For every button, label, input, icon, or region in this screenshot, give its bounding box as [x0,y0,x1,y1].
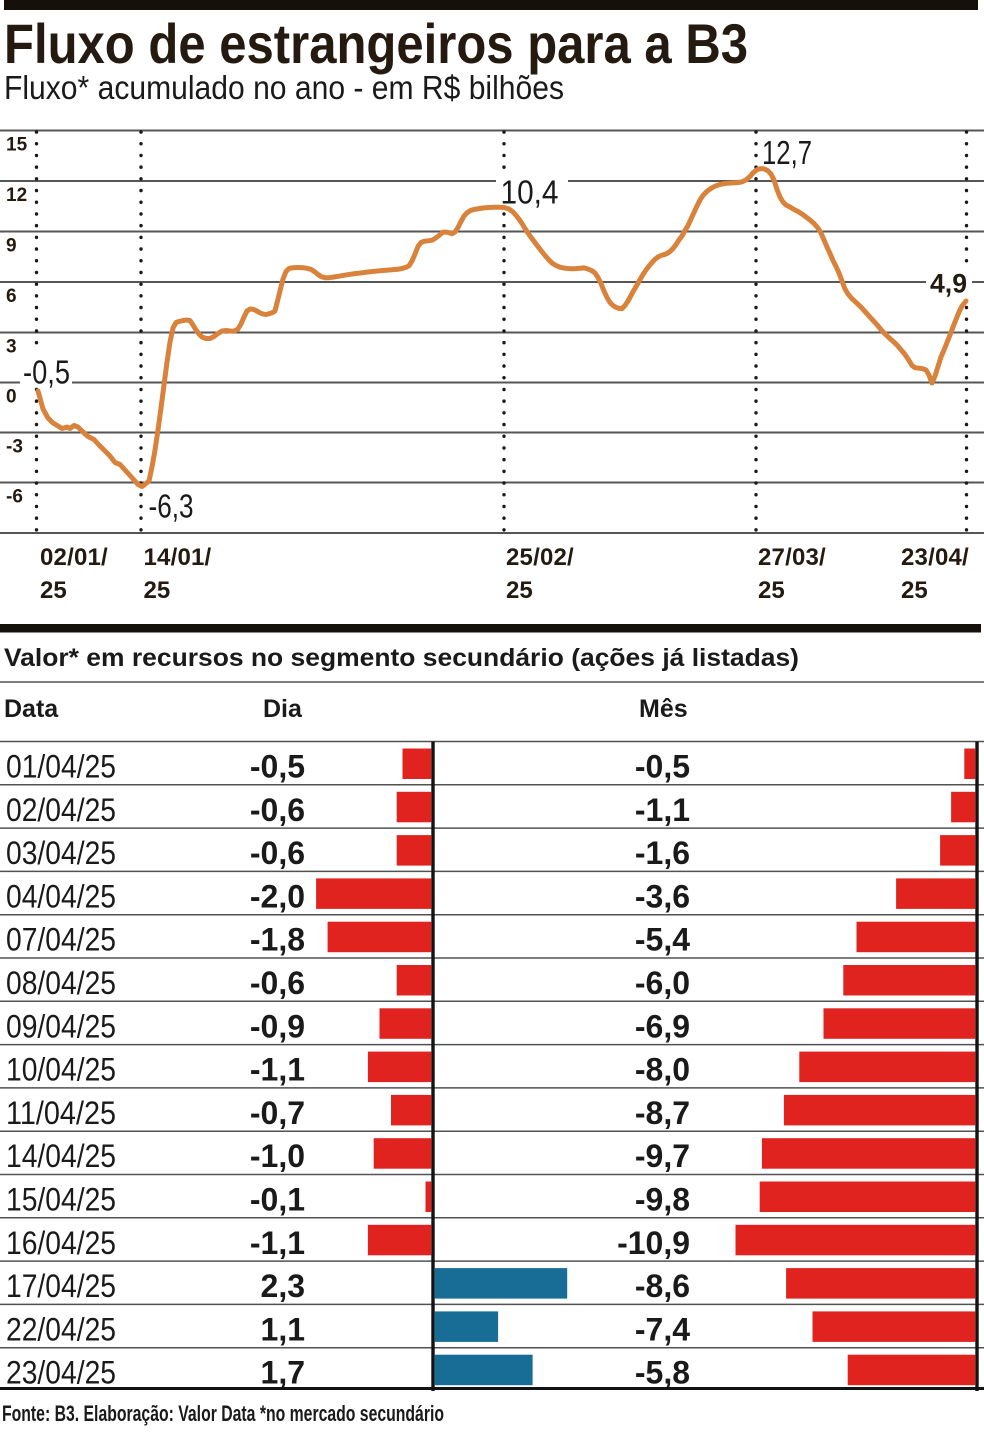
svg-text:Fonte: B3. Elaboração: Valor D: Fonte: B3. Elaboração: Valor Data *no me… [2,1401,444,1426]
svg-text:-0,1: -0,1 [250,1182,305,1218]
svg-text:-6,9: -6,9 [635,1008,690,1044]
svg-text:23/04/25: 23/04/25 [6,1355,116,1391]
svg-text:15: 15 [6,135,28,156]
svg-text:4,9: 4,9 [930,269,967,299]
svg-text:-1,1: -1,1 [250,1225,305,1261]
svg-text:-0,9: -0,9 [250,1008,305,1044]
svg-text:04/04/25: 04/04/25 [6,878,116,914]
svg-text:07/04/25: 07/04/25 [6,922,116,958]
svg-text:27/03/: 27/03/ [758,544,826,571]
svg-text:-1,1: -1,1 [635,792,690,828]
svg-text:12,7: 12,7 [762,134,812,171]
svg-text:16/04/25: 16/04/25 [6,1225,116,1261]
svg-text:0: 0 [6,387,17,408]
svg-text:Valor* em recursos no segmento: Valor* em recursos no segmento secundári… [4,644,799,672]
svg-text:01/04/25: 01/04/25 [6,749,116,785]
svg-text:09/04/25: 09/04/25 [6,1008,116,1044]
svg-text:-6: -6 [6,487,23,508]
svg-text:9: 9 [6,236,17,257]
svg-text:6: 6 [6,286,17,307]
svg-text:02/01/: 02/01/ [40,544,108,571]
svg-text:2,3: 2,3 [261,1268,305,1304]
svg-text:14/01/: 14/01/ [144,544,212,571]
svg-text:25/02/: 25/02/ [506,544,574,571]
svg-text:-5,8: -5,8 [635,1355,690,1391]
svg-text:-0,5: -0,5 [23,354,70,391]
svg-text:23/04/: 23/04/ [901,544,969,571]
svg-text:-0,6: -0,6 [250,835,305,871]
svg-text:10,4: 10,4 [501,174,559,211]
svg-text:08/04/25: 08/04/25 [6,965,116,1001]
svg-text:15/04/25: 15/04/25 [6,1182,116,1218]
svg-text:25: 25 [758,577,785,604]
svg-text:12: 12 [6,185,27,206]
svg-text:-0,6: -0,6 [250,965,305,1001]
svg-text:14/04/25: 14/04/25 [6,1138,116,1174]
svg-text:-1,0: -1,0 [250,1138,305,1174]
svg-text:Mês: Mês [639,695,688,723]
svg-text:25: 25 [144,577,171,604]
svg-text:02/04/25: 02/04/25 [6,792,116,828]
svg-text:-10,9: -10,9 [617,1225,690,1261]
svg-text:-0,5: -0,5 [635,749,690,785]
svg-text:-0,7: -0,7 [250,1095,305,1131]
svg-text:Fluxo de estrangeiros para a B: Fluxo de estrangeiros para a B3 [4,12,748,75]
svg-text:Data: Data [4,695,59,723]
svg-text:10/04/25: 10/04/25 [6,1052,116,1088]
svg-text:17/04/25: 17/04/25 [6,1268,116,1304]
svg-text:3: 3 [6,337,17,358]
svg-text:11/04/25: 11/04/25 [6,1095,116,1131]
svg-text:03/04/25: 03/04/25 [6,835,116,871]
svg-text:-9,7: -9,7 [635,1138,690,1174]
svg-text:-8,6: -8,6 [635,1268,690,1304]
svg-text:-6,0: -6,0 [635,965,690,1001]
svg-text:-7,4: -7,4 [635,1311,690,1347]
svg-text:Fluxo* acumulado no ano - em R: Fluxo* acumulado no ano - em R$ bilhões [4,69,564,106]
svg-text:-8,7: -8,7 [635,1095,690,1131]
svg-text:-5,4: -5,4 [635,922,690,958]
svg-text:-3: -3 [6,437,23,458]
svg-text:-1,6: -1,6 [635,835,690,871]
svg-text:-1,1: -1,1 [250,1052,305,1088]
svg-text:22/04/25: 22/04/25 [6,1311,116,1347]
svg-text:-3,6: -3,6 [635,878,690,914]
svg-text:25: 25 [901,577,928,604]
svg-text:-6,3: -6,3 [149,488,194,525]
svg-text:25: 25 [40,577,67,604]
svg-text:1,1: 1,1 [261,1311,305,1347]
svg-text:1,7: 1,7 [261,1355,305,1391]
svg-text:-2,0: -2,0 [250,878,305,914]
svg-text:-0,5: -0,5 [250,749,305,785]
svg-text:25: 25 [506,577,533,604]
svg-text:-8,0: -8,0 [635,1052,690,1088]
svg-text:-1,8: -1,8 [250,922,305,958]
svg-text:-0,6: -0,6 [250,792,305,828]
svg-text:-9,8: -9,8 [635,1182,690,1218]
svg-text:Dia: Dia [263,695,303,723]
